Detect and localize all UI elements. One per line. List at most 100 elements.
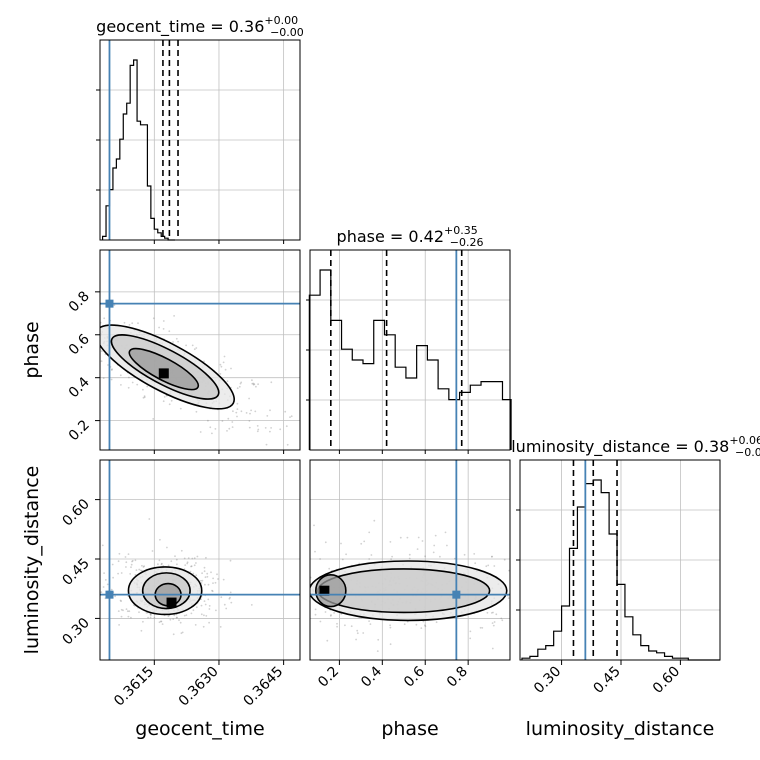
scatter-point <box>520 626 522 628</box>
scatter-point <box>416 548 419 550</box>
scatter-point <box>173 614 176 617</box>
scatter-point <box>526 585 528 587</box>
scatter-point <box>274 582 276 584</box>
scatter-point <box>350 625 353 628</box>
x-tick-label: 0.3630 <box>176 664 222 710</box>
contour-panel-phase-luminosity_distance <box>274 459 603 661</box>
scatter-point <box>193 348 196 351</box>
scatter-point <box>120 615 123 618</box>
scatter-point <box>369 623 372 625</box>
scatter-point <box>328 567 331 570</box>
scatter-point <box>160 620 162 623</box>
scatter-point <box>377 638 380 641</box>
scatter-point <box>96 383 98 385</box>
scatter-point <box>277 616 279 618</box>
scatter-point <box>210 571 212 574</box>
scatter-point <box>257 383 259 386</box>
scatter-point <box>125 566 127 568</box>
scatter-point <box>117 572 119 575</box>
scatter-point <box>180 632 183 635</box>
scatter-point <box>79 319 81 321</box>
scatter-point <box>205 615 208 617</box>
scatter-point <box>88 334 90 336</box>
scatter-point <box>200 604 203 607</box>
scatter-point <box>231 426 234 428</box>
scatter-point <box>254 410 257 413</box>
scatter-point <box>208 605 211 607</box>
scatter-point <box>330 614 332 616</box>
x-tick-label: 0.3615 <box>111 664 157 710</box>
scatter-point <box>183 614 186 617</box>
scatter-point <box>207 583 210 586</box>
scatter-point <box>193 564 196 567</box>
x-tick-label: 0.8 <box>444 664 471 691</box>
scatter-point <box>185 614 188 616</box>
scatter-point <box>90 323 92 325</box>
scatter-point <box>474 562 477 565</box>
scatter-point <box>172 341 174 343</box>
scatter-point <box>403 623 406 626</box>
scatter-point <box>203 570 206 573</box>
scatter-point <box>134 559 137 562</box>
scatter-point <box>211 589 213 592</box>
scatter-point <box>142 566 145 568</box>
scatter-point <box>208 621 211 624</box>
scatter-point <box>601 617 603 619</box>
scatter-point <box>479 626 482 629</box>
scatter-point <box>110 369 113 371</box>
scatter-point <box>66 295 68 297</box>
scatter-point <box>435 621 438 624</box>
scatter-point <box>433 544 436 547</box>
scatter-point <box>250 604 253 606</box>
scatter-point <box>192 609 195 612</box>
scatter-point <box>286 589 288 591</box>
scatter-point <box>178 619 180 622</box>
contour-level <box>314 574 347 608</box>
scatter-point <box>230 367 232 370</box>
scatter-point <box>152 418 155 420</box>
scatter-point <box>110 588 113 591</box>
x-tick-label: 0.4 <box>358 663 385 690</box>
histogram-step <box>101 59 175 241</box>
scatter-point <box>100 350 103 352</box>
scatter-point <box>212 582 214 584</box>
scatter-point <box>280 589 282 591</box>
scatter-point <box>503 558 506 561</box>
scatter-point <box>195 574 198 577</box>
scatter-point <box>195 562 197 564</box>
title-phase: phase = 0.42+0.35 −0.26 <box>337 224 484 249</box>
scatter-point <box>161 562 163 565</box>
scatter-point <box>248 397 251 400</box>
scatter-point <box>186 562 189 565</box>
scatter-point <box>531 566 533 568</box>
scatter-point <box>194 624 197 626</box>
scatter-point <box>211 590 214 593</box>
scatter-point <box>491 555 493 558</box>
scatter-point <box>537 593 539 595</box>
scatter-point <box>305 636 307 638</box>
scatter-point <box>103 572 105 574</box>
scatter-point <box>97 311 99 313</box>
scatter-point <box>209 426 212 429</box>
scatter-point <box>166 546 168 549</box>
panel-frame <box>99 459 301 661</box>
scatter-point <box>368 620 370 622</box>
scatter-point <box>183 557 186 560</box>
scatter-point <box>91 313 93 315</box>
scatter-point <box>228 427 231 430</box>
x-tick-label: 0.45 <box>590 664 623 697</box>
scatter-point <box>236 415 238 418</box>
scatter-point <box>424 624 426 627</box>
scatter-point <box>226 380 229 383</box>
scatter-point <box>172 633 175 636</box>
scatter-point <box>535 589 537 591</box>
scatter-point <box>493 565 496 567</box>
scatter-point <box>368 558 371 560</box>
scatter-point <box>135 569 138 571</box>
scatter-point <box>190 565 193 568</box>
scatter-point <box>219 363 222 366</box>
scatter-point <box>255 385 257 388</box>
scatter-point <box>120 600 122 602</box>
scatter-point <box>119 599 122 602</box>
scatter-point <box>306 527 308 529</box>
